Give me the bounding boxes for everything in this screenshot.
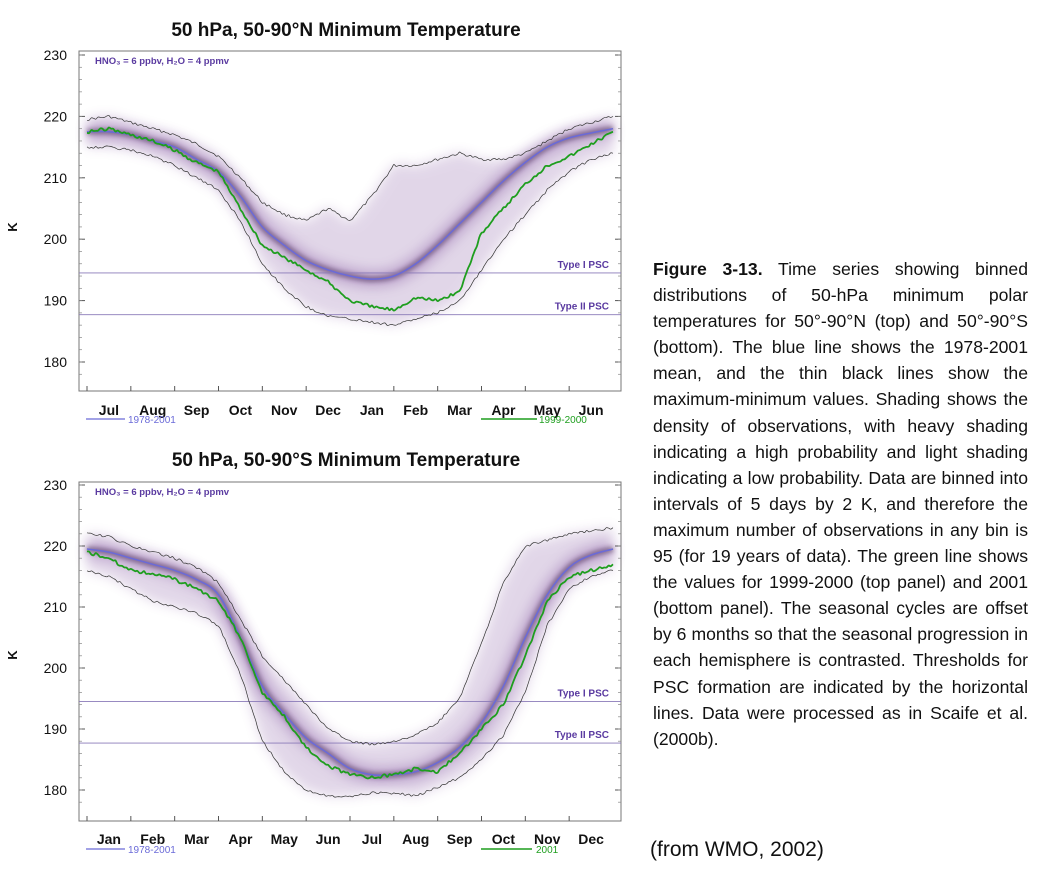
y-tick-label: 210: [44, 170, 68, 186]
series-maximum-line: [86, 115, 614, 221]
threshold-label-1: Type I PSC: [558, 260, 610, 271]
x-tick-label: Jul: [99, 402, 119, 418]
x-tick-label: Sep: [447, 831, 473, 847]
figure-caption: Figure 3-13. Time series showing binned …: [653, 256, 1028, 752]
annotation-bottom: HNO₃ = 6 ppbv, H₂O = 4 ppmv: [95, 487, 230, 498]
x-tick-label: Oct: [229, 402, 253, 418]
chart-title-top: 50 hPa, 50-90°N Minimum Temperature: [171, 20, 520, 41]
x-tick-label: Nov: [271, 402, 298, 418]
y-tick-label: 200: [44, 231, 68, 247]
chart-top-nh: 50 hPa, 50-90°N Minimum Temperature HNO₃…: [5, 20, 622, 426]
x-tick-label: Jul: [362, 831, 382, 847]
y-tick-label: 190: [44, 721, 68, 737]
threshold-label-2: Type II PSC: [555, 730, 609, 741]
x-tick-label: Sep: [184, 402, 210, 418]
x-tick-label: Aug: [139, 402, 166, 418]
x-tick-label: Dec: [315, 402, 341, 418]
series-minimum-line: [86, 145, 614, 326]
x-tick-label: Feb: [140, 831, 165, 847]
x-tick-label: Apr: [228, 831, 253, 847]
x-tick-label: May: [271, 831, 298, 847]
x-tick-label: Jun: [579, 402, 604, 418]
legend-label-highlight-top: 1999-2000: [539, 415, 587, 426]
y-axis-label-bottom: K: [5, 650, 20, 660]
series-highlight-line: [86, 550, 614, 780]
y-tick-label: 200: [44, 660, 68, 676]
x-tick-label: Jan: [360, 402, 384, 418]
y-tick-label: 220: [44, 538, 68, 554]
y-tick-label: 220: [44, 108, 68, 124]
series-mean-line: [86, 548, 614, 777]
x-tick-label: Apr: [491, 402, 516, 418]
y-tick-label: 210: [44, 599, 68, 615]
y-tick-label: 230: [44, 47, 68, 63]
x-tick-label: Nov: [534, 831, 561, 847]
annotation-top: HNO₃ = 6 ppbv, H₂O = 4 ppmv: [95, 56, 230, 67]
x-tick-label: Oct: [492, 831, 516, 847]
legend-label-mean-top: 1978-2001: [128, 415, 176, 426]
series-maximum-line: [86, 527, 614, 746]
x-tick-label: Jun: [316, 831, 341, 847]
x-tick-label: Feb: [403, 402, 428, 418]
caption-text: Time series showing binned distributions…: [653, 259, 1028, 749]
y-axis-label-top: K: [5, 222, 20, 232]
x-tick-label: Dec: [578, 831, 604, 847]
x-tick-label: May: [534, 402, 561, 418]
legend-label-mean-bottom: 1978-2001: [128, 845, 176, 856]
x-tick-label: Jan: [97, 831, 121, 847]
threshold-label-1: Type I PSC: [558, 689, 610, 700]
x-tick-label: Mar: [447, 402, 472, 418]
legend-label-highlight-bottom: 2001: [536, 845, 559, 856]
y-tick-label: 180: [44, 782, 68, 798]
caption-label: Figure 3-13.: [653, 259, 763, 279]
chart-title-bottom: 50 hPa, 50-90°S Minimum Temperature: [172, 450, 520, 471]
y-tick-label: 180: [44, 354, 68, 370]
y-tick-label: 230: [44, 477, 68, 493]
series-minimum-line: [86, 569, 614, 798]
series-mean-line: [86, 127, 614, 280]
x-tick-label: Mar: [184, 831, 209, 847]
figure-source: (from WMO, 2002): [650, 838, 824, 861]
chart-bottom-sh: 50 hPa, 50-90°S Minimum Temperature HNO₃…: [5, 450, 622, 856]
series-highlight-line: [86, 126, 614, 312]
threshold-label-2: Type II PSC: [555, 302, 609, 313]
x-tick-label: Aug: [402, 831, 429, 847]
y-tick-label: 190: [44, 293, 68, 309]
